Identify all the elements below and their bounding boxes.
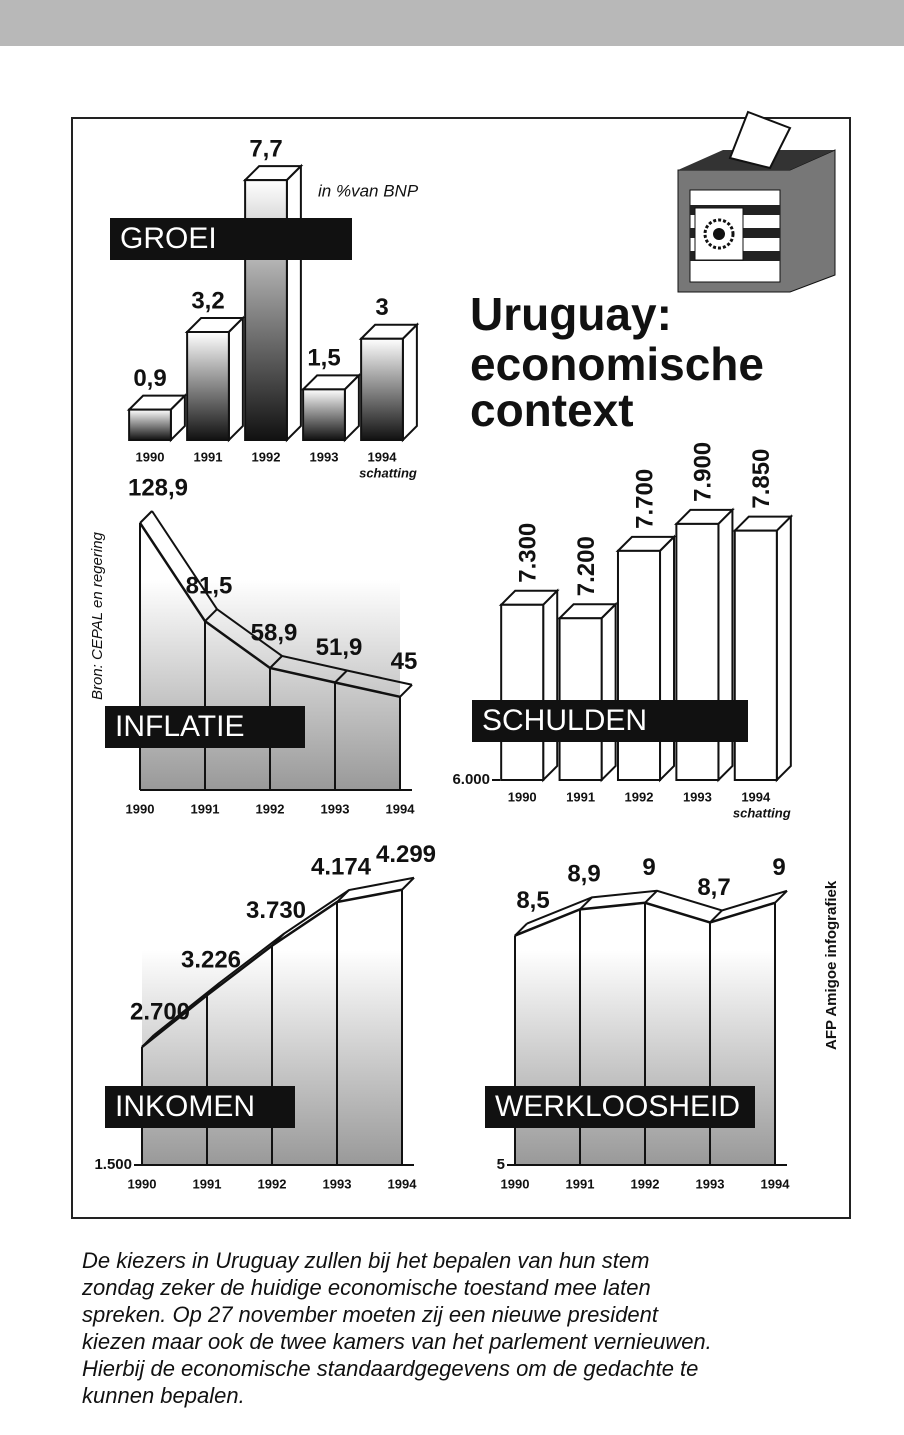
chart-title: INFLATIE bbox=[115, 710, 244, 743]
bar-side bbox=[777, 517, 791, 780]
title-line: Uruguay: bbox=[470, 288, 672, 340]
value-label: 8,5 bbox=[516, 887, 549, 914]
value-label: 4.174 bbox=[311, 853, 372, 880]
x-tick-label: 1991 bbox=[194, 449, 223, 464]
ribbon-edge bbox=[400, 685, 412, 697]
caption-line: De kiezers in Uruguay zullen bij het bep… bbox=[82, 1248, 649, 1273]
bar-side bbox=[403, 325, 417, 440]
x-tick-label: 1993 bbox=[683, 789, 712, 804]
y-tick-label: 5 bbox=[497, 1156, 505, 1173]
x-tick-label: 1994 bbox=[741, 789, 771, 804]
caption-line: Hierbij de economische standaardgegevens… bbox=[82, 1356, 698, 1381]
x-tick-label: 1994 bbox=[386, 801, 416, 816]
x-tick-label: 1992 bbox=[625, 789, 654, 804]
value-label: 0,9 bbox=[133, 365, 166, 392]
x-tick-label: 1992 bbox=[252, 449, 281, 464]
value-label: 81,5 bbox=[186, 573, 233, 600]
value-label: 45 bbox=[391, 648, 418, 675]
value-label: 7.700 bbox=[631, 469, 658, 529]
value-label: 7.300 bbox=[515, 523, 542, 583]
caption-line: kunnen bepalen. bbox=[82, 1383, 245, 1408]
value-label: 58,9 bbox=[251, 619, 298, 646]
credit: AFP Amigoe infografiek bbox=[823, 880, 840, 1050]
caption: De kiezers in Uruguay zullen bij het bep… bbox=[81, 1248, 712, 1408]
x-tick-label: 1993 bbox=[310, 449, 339, 464]
unit: in %van BNP bbox=[318, 181, 419, 200]
caption-line: spreken. Op 27 november moeten zij een n… bbox=[82, 1302, 659, 1327]
value-label: 51,9 bbox=[316, 634, 363, 661]
title-line: context bbox=[470, 384, 634, 436]
x-tick-label: 1991 bbox=[193, 1176, 222, 1191]
x-tick-label: 1991 bbox=[566, 789, 595, 804]
chart-title: INKOMEN bbox=[115, 1090, 255, 1123]
x-tick-label: 1993 bbox=[323, 1176, 352, 1191]
infographic: Uruguay: economische context Bron: CEPAL… bbox=[0, 0, 904, 1435]
x-tick-label: 1993 bbox=[696, 1176, 725, 1191]
value-label: 7.850 bbox=[748, 449, 775, 509]
value-label: 3.226 bbox=[181, 947, 241, 974]
bar bbox=[303, 389, 345, 440]
x-tick-label: 1991 bbox=[191, 801, 220, 816]
value-label: 3 bbox=[375, 294, 388, 321]
value-label: 4.299 bbox=[376, 841, 436, 868]
bar bbox=[560, 618, 602, 780]
value-label: 9 bbox=[642, 854, 655, 881]
bar-side bbox=[543, 591, 557, 780]
value-label: 7.900 bbox=[690, 442, 717, 502]
value-label: 8,7 bbox=[697, 874, 730, 901]
value-label: 1,5 bbox=[307, 345, 340, 372]
bar-side bbox=[287, 166, 301, 440]
x-tick-label: 1992 bbox=[258, 1176, 287, 1191]
caption-line: kiezen maar ook de twee kamers van het p… bbox=[82, 1329, 712, 1354]
ballot-box bbox=[678, 112, 835, 292]
x-tick-label: 1992 bbox=[256, 801, 285, 816]
bar-side bbox=[602, 604, 616, 780]
bar bbox=[361, 339, 403, 440]
value-label: 9 bbox=[772, 854, 785, 881]
value-label: 7,7 bbox=[249, 135, 282, 162]
x-tick-label: 1994 bbox=[388, 1176, 418, 1191]
bar bbox=[187, 332, 229, 440]
caption-line: zondag zeker de huidige economische toes… bbox=[81, 1275, 651, 1300]
ribbon-edge bbox=[140, 511, 152, 523]
bar bbox=[501, 605, 543, 780]
bar-side bbox=[229, 318, 243, 440]
note: schatting bbox=[733, 805, 791, 820]
value-label: 3,2 bbox=[191, 287, 224, 314]
x-tick-label: 1993 bbox=[321, 801, 350, 816]
bar bbox=[129, 410, 171, 440]
x-tick-label: 1990 bbox=[128, 1176, 157, 1191]
note: schatting bbox=[359, 465, 417, 480]
value-label: 2.700 bbox=[130, 998, 190, 1025]
x-tick-label: 1994 bbox=[368, 449, 398, 464]
chart-title: GROEI bbox=[120, 222, 217, 255]
x-tick-label: 1990 bbox=[126, 801, 155, 816]
value-label: 3.730 bbox=[246, 897, 306, 924]
chart-title: SCHULDEN bbox=[482, 704, 647, 737]
source: Bron: CEPAL en regering bbox=[89, 531, 106, 700]
chart-title: WERKLOOSHEID bbox=[495, 1090, 740, 1123]
bar-side bbox=[660, 537, 674, 780]
x-tick-label: 1990 bbox=[136, 449, 165, 464]
x-tick-label: 1994 bbox=[761, 1176, 791, 1191]
bar bbox=[735, 531, 777, 780]
top-strip bbox=[0, 0, 904, 46]
x-tick-label: 1992 bbox=[631, 1176, 660, 1191]
x-tick-label: 1990 bbox=[501, 1176, 530, 1191]
value-label: 7.200 bbox=[573, 536, 600, 596]
x-tick-label: 1991 bbox=[566, 1176, 595, 1191]
y-tick-label: 1.500 bbox=[94, 1156, 132, 1173]
value-label: 8,9 bbox=[567, 861, 600, 888]
y-tick-label: 6.000 bbox=[452, 771, 490, 788]
bar bbox=[618, 551, 660, 780]
x-tick-label: 1990 bbox=[508, 789, 537, 804]
title-line: economische bbox=[470, 338, 764, 390]
value-label: 128,9 bbox=[128, 474, 188, 501]
